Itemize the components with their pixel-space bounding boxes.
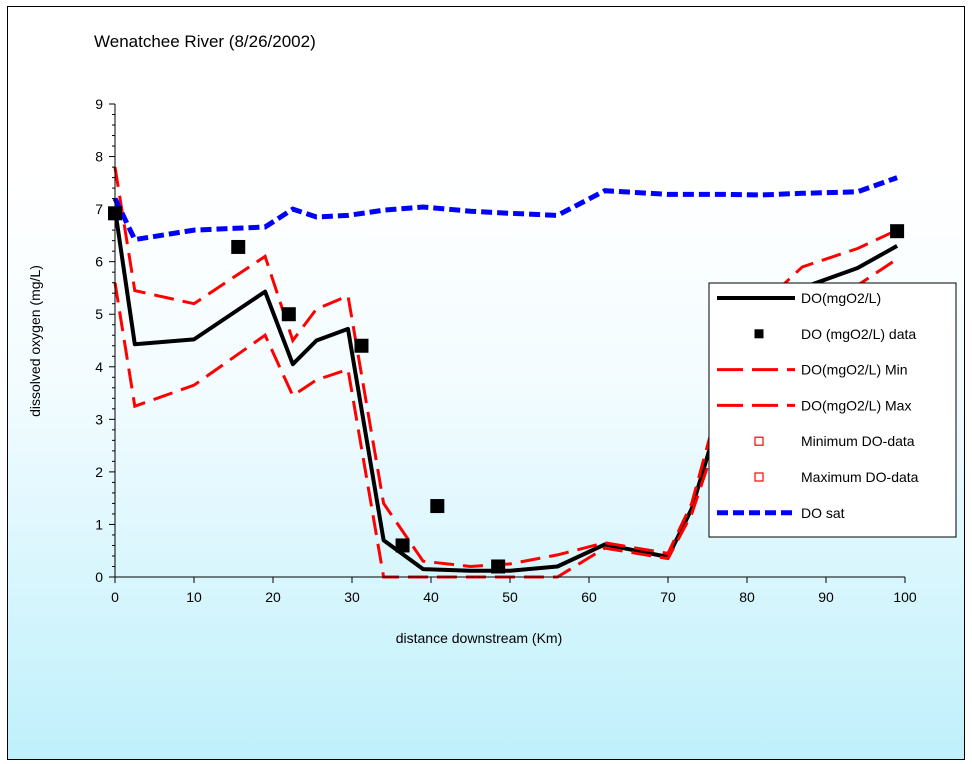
x-tick-label: 0 xyxy=(111,589,119,605)
data-point xyxy=(281,307,296,322)
legend-label: DO(mgO2/L) xyxy=(801,290,881,306)
x-tick-label: 90 xyxy=(818,589,834,605)
y-tick-label: 8 xyxy=(95,149,103,165)
x-tick-label: 40 xyxy=(423,589,439,605)
x-tick-label: 70 xyxy=(660,589,676,605)
y-tick-label: 4 xyxy=(95,359,103,375)
legend-label: DO(mgO2/L) Max xyxy=(801,397,911,413)
y-tick-label: 1 xyxy=(95,516,103,532)
y-tick-label: 0 xyxy=(95,569,103,585)
x-tick-label: 80 xyxy=(739,589,755,605)
y-axis-label: dissolved oxygen (mg/L) xyxy=(27,265,43,417)
legend-swatch-open-square xyxy=(754,472,764,482)
data-point xyxy=(491,559,506,574)
y-tick-label: 2 xyxy=(95,464,103,480)
plot-markers xyxy=(108,206,905,574)
y-tick-label: 6 xyxy=(95,254,103,270)
x-tick-label: 100 xyxy=(893,589,917,605)
legend-label: DO sat xyxy=(801,505,845,521)
legend-label: DO(mgO2/L) Min xyxy=(801,362,908,378)
data-point xyxy=(395,538,410,553)
x-tick-label: 20 xyxy=(265,589,281,605)
legend-swatch-open-square xyxy=(754,436,764,446)
x-tick-label: 60 xyxy=(581,589,597,605)
data-point xyxy=(890,224,905,239)
x-tick-label: 30 xyxy=(344,589,360,605)
legend-label: DO (mgO2/L) data xyxy=(801,326,916,342)
data-point xyxy=(354,338,369,353)
y-tick-label: 7 xyxy=(95,201,103,217)
chart-title: Wenatchee River (8/26/2002) xyxy=(94,32,316,51)
legend-label: Maximum DO-data xyxy=(801,469,919,485)
legend-box xyxy=(708,282,957,538)
y-tick-label: 9 xyxy=(95,96,103,112)
legend-label: Minimum DO-data xyxy=(801,433,915,449)
x-tick-label: 10 xyxy=(186,589,202,605)
y-tick-label: 3 xyxy=(95,411,103,427)
data-point xyxy=(231,239,246,254)
series-line-do-sat xyxy=(112,175,898,243)
data-point xyxy=(430,499,445,514)
x-axis-label: distance downstream (Km) xyxy=(396,630,563,646)
legend-swatch-filled-square xyxy=(754,329,764,339)
legend: DO(mgO2/L) DO (mgO2/L) data DO(mgO2/L) Min… xyxy=(708,282,957,538)
y-tick-label: 5 xyxy=(95,306,103,322)
x-tick-label: 50 xyxy=(502,589,518,605)
